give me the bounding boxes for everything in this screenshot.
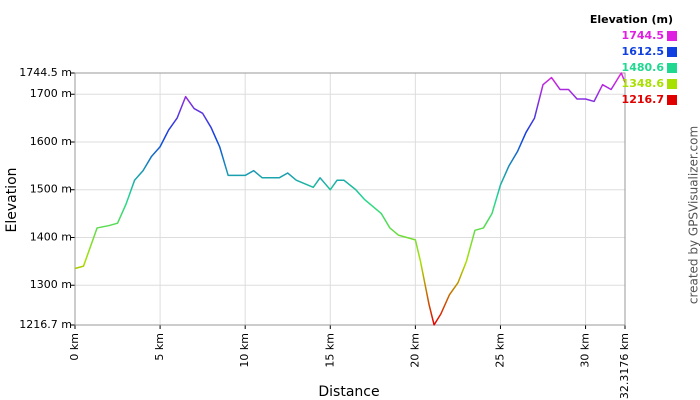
plot-frame — [74, 72, 626, 326]
legend-label: 1216.7 — [622, 93, 664, 106]
credit: created by GPSVisualizer.com — [687, 126, 700, 304]
y-tick-label: 1500 m — [30, 183, 72, 196]
y-tick-label: 1300 m — [30, 278, 72, 291]
elevation-line — [74, 72, 626, 326]
y-tick-label: 1700 m — [30, 87, 72, 100]
legend-label: 1480.6 — [622, 61, 665, 74]
y-tick-label: 1744.5 m — [19, 66, 72, 79]
legend-swatch — [667, 95, 677, 105]
legend-swatch — [667, 63, 677, 73]
legend-swatch — [667, 47, 677, 57]
legend-swatch — [667, 31, 677, 41]
x-tick-label: 32.3176 km — [618, 333, 631, 399]
legend-swatch — [667, 79, 677, 89]
x-tick-label: 0 km — [68, 333, 81, 361]
y-tick-label: 1400 m — [30, 230, 72, 243]
legend-title: Elevation (m) — [590, 13, 673, 26]
x-tick-label: 25 km — [493, 333, 506, 368]
x-axis-title: Distance — [318, 384, 379, 400]
legend-label: 1612.5 — [622, 45, 664, 58]
y-tick-label: 1216.7 m — [19, 318, 72, 331]
legend-label: 1348.6 — [622, 77, 665, 90]
y-axis-title: Elevation — [4, 167, 20, 232]
x-tick-label: 5 km — [153, 333, 166, 361]
y-tick-label: 1600 m — [30, 135, 72, 148]
x-tick-label: 30 km — [579, 333, 592, 368]
legend-label: 1744.5 — [622, 29, 664, 42]
x-tick-label: 10 km — [238, 333, 251, 368]
x-tick-label: 15 km — [323, 333, 336, 368]
x-tick-label: 20 km — [408, 333, 421, 368]
